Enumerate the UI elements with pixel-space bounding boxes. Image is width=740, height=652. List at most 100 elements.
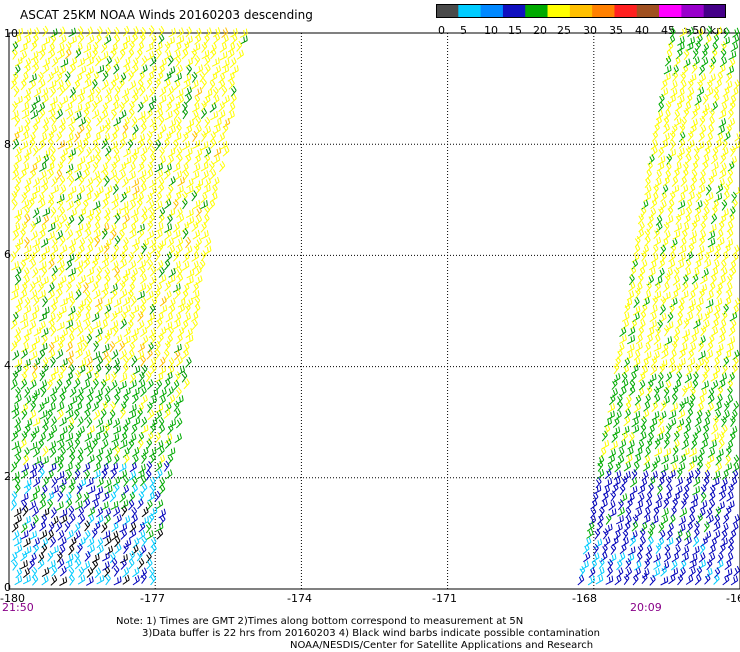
wind-barb [617, 506, 625, 517]
wind-barb [137, 498, 144, 510]
wind-barb [58, 454, 65, 466]
wind-barb [111, 371, 117, 383]
wind-barb [102, 552, 110, 562]
wind-barb [173, 79, 181, 91]
wind-barb [192, 282, 199, 294]
wind-barb [726, 221, 734, 233]
wind-barb [122, 273, 129, 285]
wind-barb [57, 198, 64, 210]
wind-barb [30, 289, 38, 300]
wind-barb [626, 447, 634, 457]
wind-barb [113, 454, 120, 466]
wind-barb [680, 396, 689, 406]
wind-barb [643, 290, 652, 301]
wind-barb [120, 431, 128, 443]
wind-barb [75, 72, 83, 84]
wind-barb [721, 147, 729, 158]
wind-barb [681, 64, 689, 76]
wind-barb [66, 229, 74, 240]
wind-barb [138, 463, 146, 474]
wind-barb [66, 529, 74, 540]
wind-barb [639, 528, 646, 540]
wind-barb [653, 559, 661, 570]
wind-barb [628, 431, 635, 443]
wind-barb [101, 259, 109, 270]
wind-barb [74, 163, 82, 173]
wind-barb [168, 125, 176, 136]
wind-barb [172, 162, 181, 173]
wind-barb [724, 462, 733, 473]
wind-barb [59, 446, 66, 458]
wind-barb [60, 147, 68, 159]
wind-barb [78, 393, 84, 405]
wind-barb [679, 27, 687, 38]
wind-barb [12, 131, 20, 142]
wind-barb [718, 118, 727, 128]
wind-barb [685, 251, 694, 262]
wind-barb [122, 363, 129, 375]
wind-barb [140, 355, 147, 367]
wind-barb [23, 245, 32, 255]
wind-barb [203, 95, 211, 106]
wind-barb [110, 379, 118, 391]
wind-barb [701, 432, 709, 443]
wind-barb [582, 543, 590, 555]
wind-barb [86, 177, 94, 188]
wind-barb [87, 506, 96, 517]
wind-barb [21, 72, 29, 83]
wind-barb [710, 371, 718, 382]
wind-barb [712, 415, 719, 427]
wind-barb [51, 65, 59, 76]
wind-barb [688, 290, 696, 301]
wind-barb [29, 281, 36, 293]
wind-barb [11, 430, 19, 442]
wind-barb [92, 200, 101, 211]
wind-barb [41, 567, 50, 578]
wind-barb [51, 265, 58, 277]
wind-barb [653, 553, 661, 563]
wind-barb [84, 520, 91, 532]
wind-barb [50, 507, 57, 519]
wind-barb [48, 102, 56, 113]
wind-barb [177, 298, 186, 308]
wind-barb [677, 95, 685, 106]
wind-barb [712, 530, 721, 541]
wind-barb [94, 567, 102, 579]
wind-barb [41, 508, 50, 518]
wind-barb [119, 259, 127, 270]
wind-barb [710, 274, 717, 285]
wind-barb [148, 86, 156, 98]
wind-barb [185, 93, 193, 105]
wind-barb [104, 332, 111, 345]
wind-barb [86, 208, 95, 218]
wind-barb [711, 424, 719, 435]
wind-barb [166, 214, 173, 226]
wind-barb [100, 51, 109, 61]
wind-barb [653, 342, 662, 352]
wind-barb [670, 455, 679, 465]
wind-barb [86, 296, 93, 308]
wind-barb [50, 86, 57, 98]
wind-barb [185, 26, 192, 38]
wind-barb [677, 36, 685, 46]
wind-barb [132, 417, 141, 427]
wind-barb [41, 334, 48, 346]
wind-barb [11, 440, 20, 451]
wind-barb [191, 110, 199, 121]
wind-barb [114, 235, 121, 247]
wind-barb [650, 515, 659, 525]
wind-barb [82, 491, 90, 503]
wind-barb [191, 48, 198, 60]
wind-barb [84, 289, 91, 301]
wind-barb [723, 296, 732, 307]
wind-barb [114, 514, 122, 525]
wind-barb [119, 469, 128, 480]
wind-barb [14, 514, 22, 525]
wind-barb [163, 408, 171, 419]
wind-barb [201, 41, 208, 53]
wind-barb [230, 93, 237, 105]
wind-barb [633, 567, 641, 578]
wind-barb [201, 130, 207, 143]
wind-barb [150, 123, 158, 135]
wind-barb [690, 438, 698, 450]
